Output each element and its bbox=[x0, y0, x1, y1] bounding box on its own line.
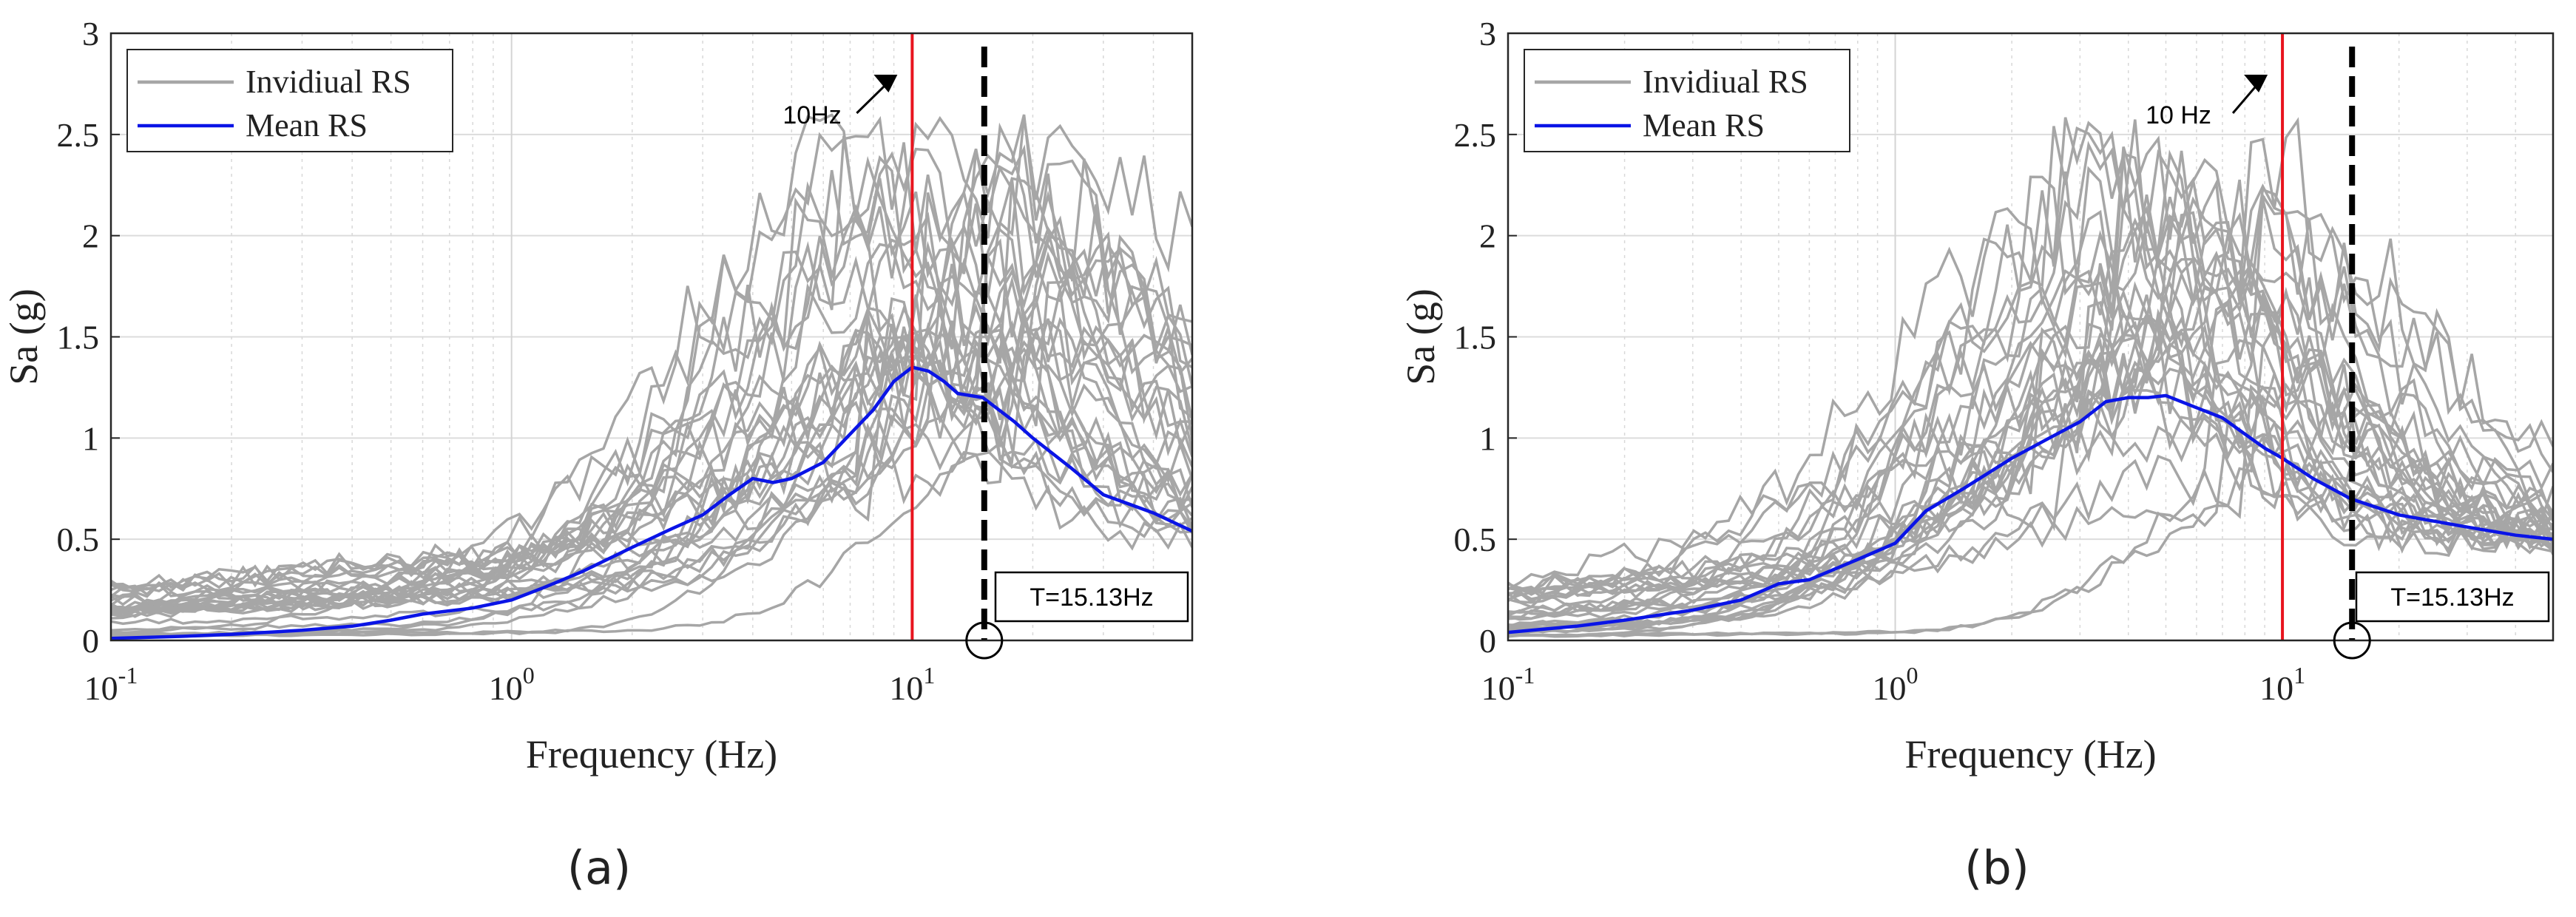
individual-rs-line bbox=[111, 155, 1192, 632]
individual-rs-line bbox=[111, 325, 1192, 590]
marker-circle bbox=[2333, 621, 2371, 660]
individual-rs-line bbox=[111, 147, 1192, 592]
y-axis-label: Sa (g) bbox=[1399, 288, 1443, 385]
y-tick-label: 0.5 bbox=[1454, 521, 1497, 558]
legend-label-mean: Mean RS bbox=[1643, 107, 1765, 143]
legend-label-individual: Invidiual RS bbox=[246, 64, 411, 100]
marker-label-box bbox=[994, 571, 1189, 623]
x-tick-label: 101 bbox=[2259, 662, 2305, 707]
legend-box bbox=[1524, 49, 1850, 152]
ref-arrow-head bbox=[873, 75, 898, 92]
mean-rs-line bbox=[111, 365, 1192, 640]
panel-caption: (b) bbox=[1964, 841, 2029, 895]
legend-box bbox=[126, 49, 453, 152]
y-tick-label: 0 bbox=[1479, 622, 1496, 660]
individual-rs-line bbox=[111, 144, 1192, 612]
individual-rs-line bbox=[111, 115, 1192, 605]
legend: Invidiual RS Mean RS bbox=[1524, 49, 1850, 152]
legend-label-mean: Mean RS bbox=[246, 107, 368, 143]
marker-circle bbox=[965, 621, 1004, 660]
ref-arrow-head bbox=[2244, 75, 2268, 92]
plot-area bbox=[111, 33, 1192, 640]
y-tick-label: 2.5 bbox=[1454, 116, 1497, 154]
x-tick-label: 100 bbox=[1873, 662, 1919, 707]
y-tick-label: 0.5 bbox=[57, 521, 100, 558]
individual-rs-line bbox=[1508, 158, 2553, 617]
y-tick-label: 2 bbox=[1479, 217, 1496, 255]
plot-area bbox=[1508, 33, 2553, 640]
ref-line-label: 10 Hz bbox=[2146, 101, 2211, 129]
y-tick-label: 3 bbox=[82, 15, 99, 53]
x-axis-label: Frequency (Hz) bbox=[526, 732, 777, 776]
marker-label-box bbox=[2355, 571, 2550, 623]
individual-rs-line bbox=[1508, 205, 2553, 620]
individual-rs-line bbox=[111, 241, 1192, 613]
individual-rs-line bbox=[111, 197, 1192, 599]
legend-label-individual: Invidiual RS bbox=[1643, 64, 1808, 100]
chart-panel-a: 0 0.5 1 1.5 2 2.5 3 10-1 100 101 Frequency (Hz) Sa … bbox=[1, 15, 1194, 895]
ref-line-label: 10Hz bbox=[782, 101, 841, 129]
x-tick-label: 10-1 bbox=[1481, 662, 1535, 707]
x-tick-label: 100 bbox=[489, 662, 535, 707]
y-tick-label: 2.5 bbox=[57, 116, 100, 154]
y-tick-label: 1.5 bbox=[57, 319, 100, 356]
individual-rs-line bbox=[1508, 119, 2553, 602]
individual-rs-line bbox=[1508, 183, 2553, 604]
individual-rs-line bbox=[1508, 175, 2553, 620]
mean-rs-line bbox=[1508, 393, 2553, 635]
individual-rs-line bbox=[1508, 166, 2553, 595]
individual-rs-line bbox=[1508, 389, 2553, 603]
legend: Invidiual RS Mean RS bbox=[126, 49, 453, 152]
marker-label: T=15.13Hz bbox=[2390, 583, 2514, 612]
y-axis-label: Sa (g) bbox=[1, 288, 46, 385]
y-tick-label: 1 bbox=[82, 419, 99, 457]
individual-rs-line bbox=[1508, 135, 2553, 630]
marker-label: T=15.13Hz bbox=[1030, 583, 1153, 612]
individual-rs-line bbox=[111, 240, 1192, 598]
y-tick-label: 3 bbox=[1479, 15, 1496, 53]
individual-rs-line bbox=[111, 113, 1192, 612]
y-tick-label: 1.5 bbox=[1454, 319, 1497, 356]
individual-rs-line bbox=[111, 153, 1192, 638]
individual-rs-line bbox=[1508, 179, 2553, 629]
x-axis-label: Frequency (Hz) bbox=[1904, 732, 2156, 776]
individual-rs-line bbox=[1508, 382, 2553, 637]
panel-caption: (a) bbox=[567, 841, 631, 895]
x-tick-label: 10-1 bbox=[84, 662, 138, 707]
y-tick-label: 1 bbox=[1479, 419, 1496, 457]
individual-rs-line bbox=[111, 240, 1192, 635]
individual-rs-line bbox=[111, 312, 1192, 637]
y-tick-label: 0 bbox=[82, 622, 99, 660]
y-tick-label: 2 bbox=[82, 217, 99, 255]
individual-rs-line bbox=[1508, 327, 2553, 591]
chart-panel-b: 0 0.5 1 1.5 2 2.5 3 10-1 100 101 Frequency (Hz) Sa … bbox=[1399, 15, 2555, 895]
x-tick-label: 101 bbox=[889, 662, 935, 707]
individual-rs-line bbox=[1508, 211, 2553, 593]
